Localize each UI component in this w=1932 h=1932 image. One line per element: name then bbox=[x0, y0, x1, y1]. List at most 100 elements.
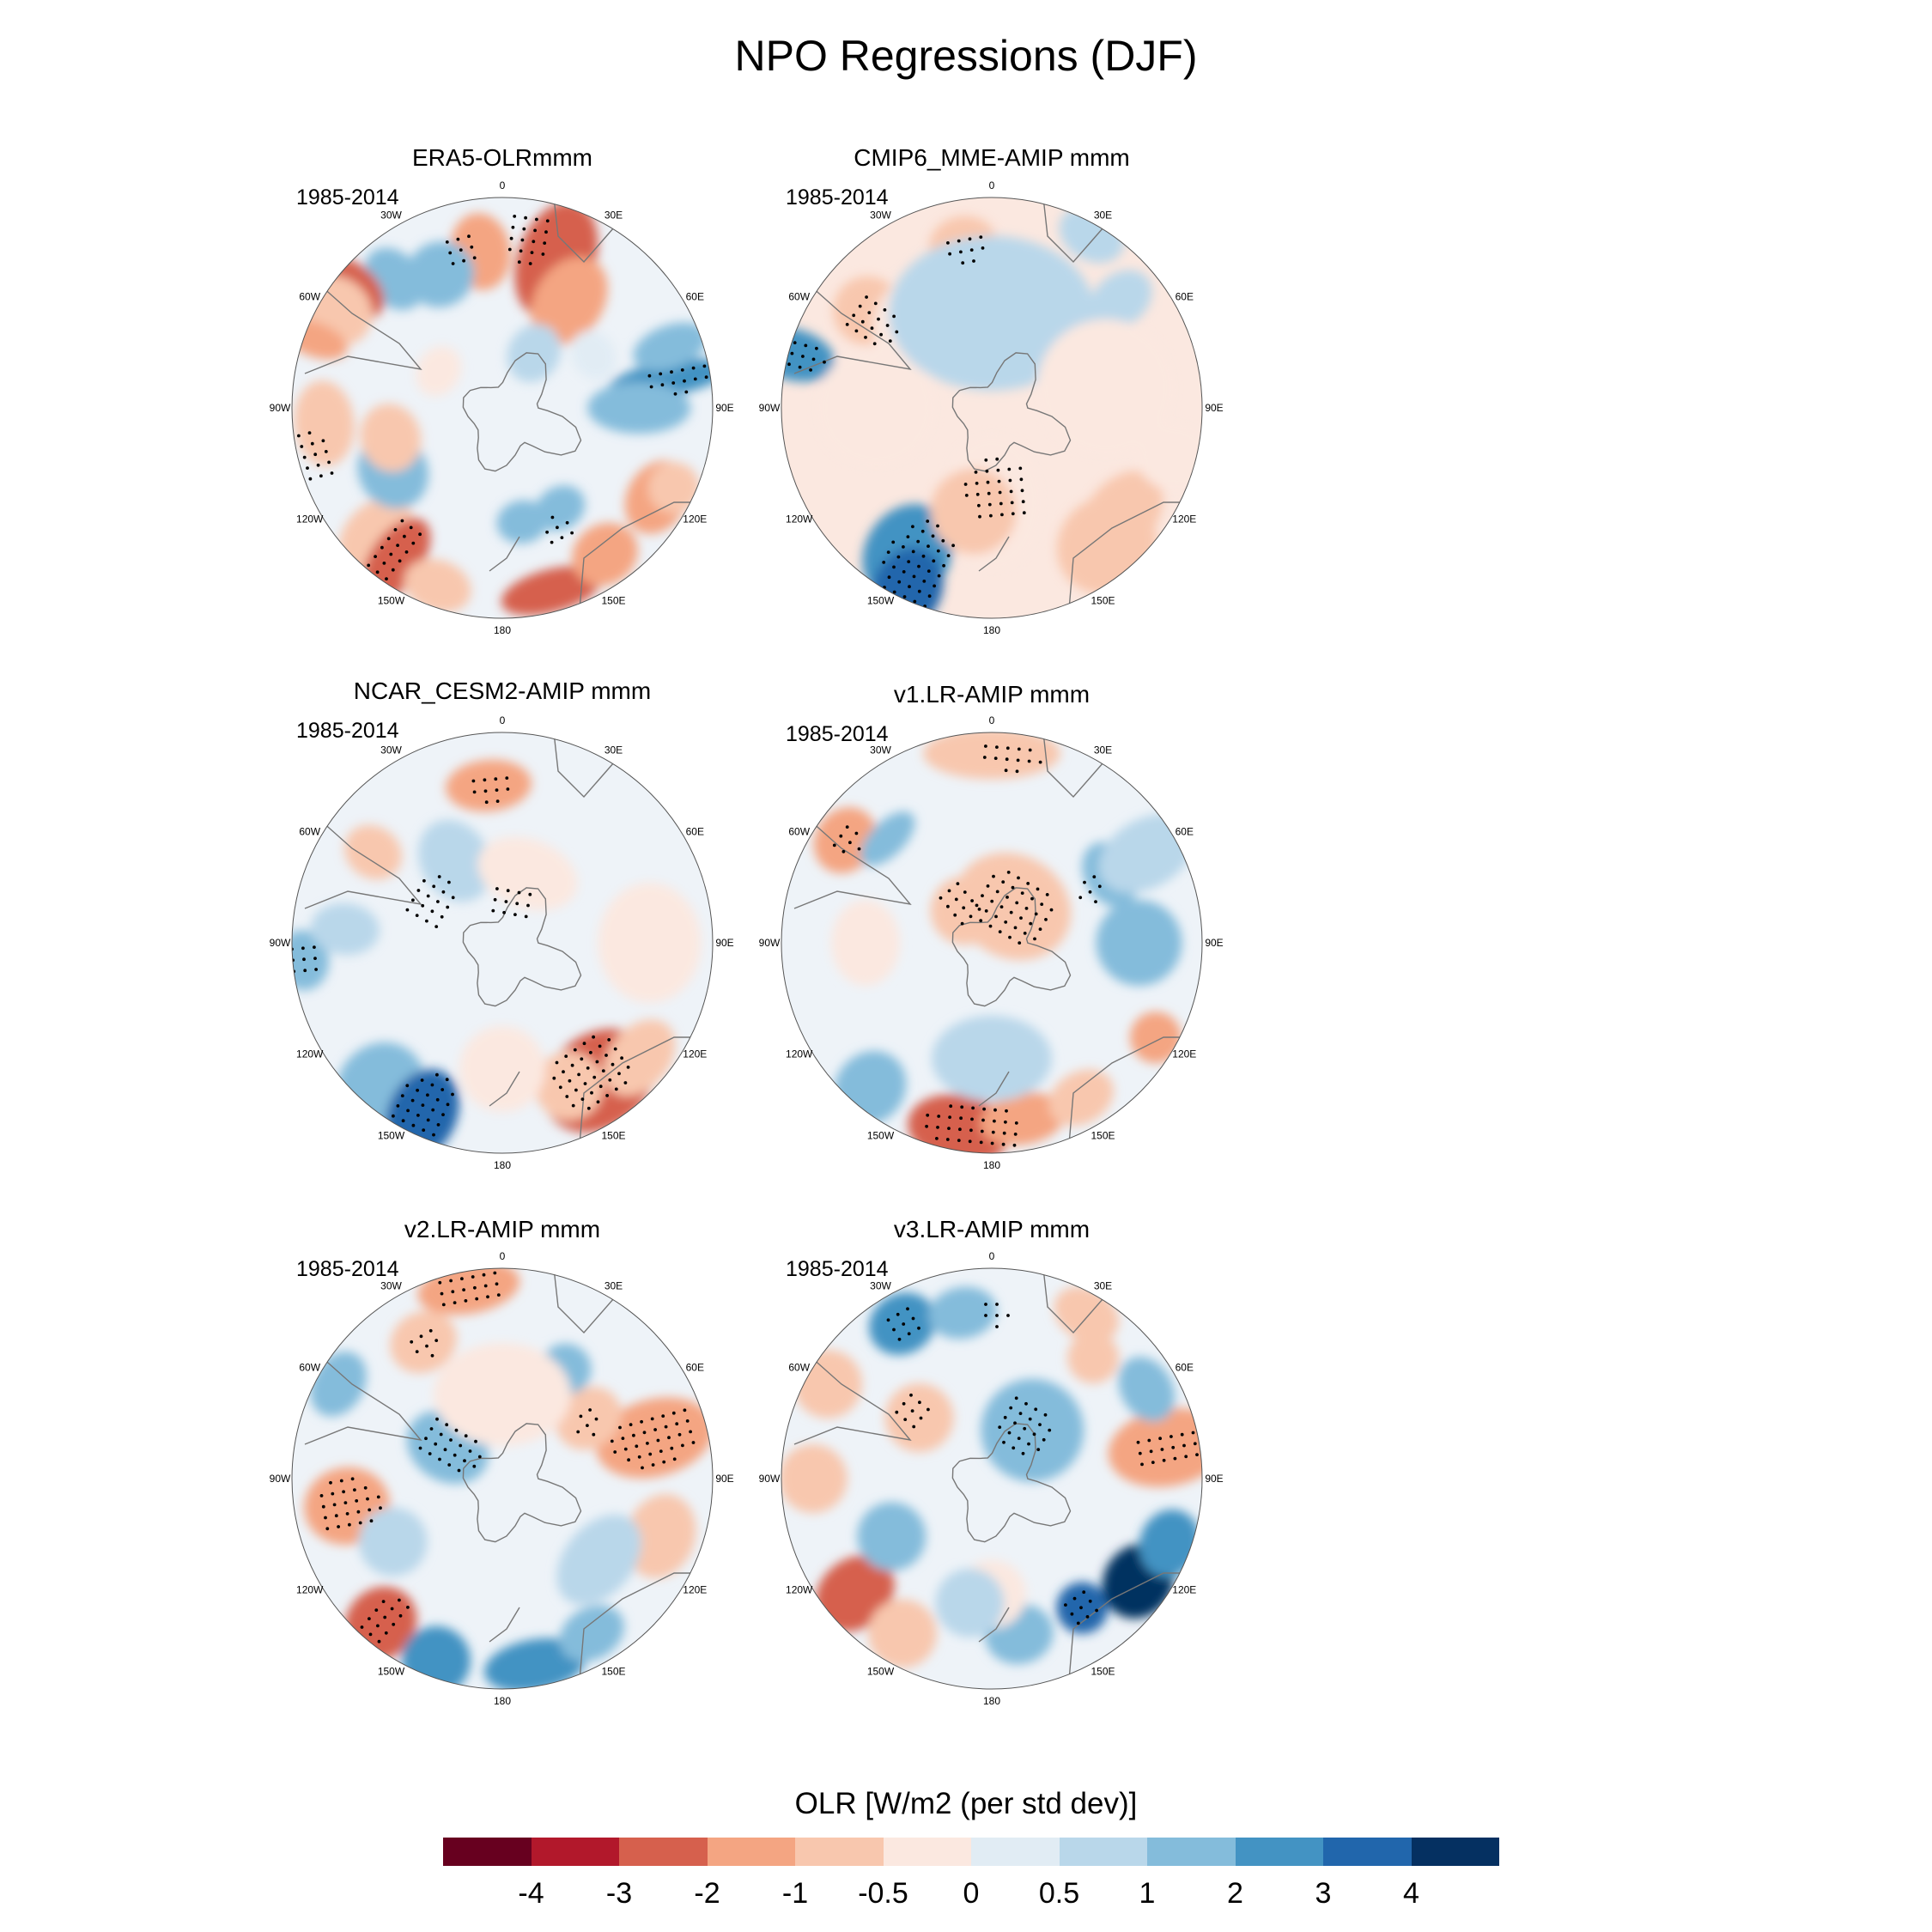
significance-dot bbox=[618, 1425, 622, 1430]
significance-dot bbox=[1082, 1590, 1086, 1595]
anomaly-region bbox=[358, 1507, 428, 1577]
significance-dot bbox=[580, 1097, 585, 1101]
significance-dot bbox=[1006, 871, 1011, 874]
significance-dot bbox=[895, 1410, 899, 1414]
significance-dot bbox=[608, 1078, 612, 1082]
significance-dot bbox=[543, 241, 547, 245]
significance-dot bbox=[416, 889, 421, 892]
significance-dot bbox=[424, 1437, 428, 1441]
significance-dot bbox=[999, 905, 1004, 908]
significance-dot bbox=[960, 921, 964, 926]
significance-dot bbox=[1193, 1442, 1197, 1446]
significance-dot bbox=[982, 756, 987, 759]
longitude-label: 90W bbox=[759, 937, 781, 949]
significance-dot bbox=[872, 342, 877, 346]
period-label: 1985-2014 bbox=[296, 719, 399, 743]
panel-title: CMIP6_MME-AMIP mmm bbox=[854, 144, 1130, 171]
anomaly-region bbox=[311, 902, 380, 956]
significance-dot bbox=[937, 574, 941, 578]
longitude-label: 60W bbox=[788, 1362, 810, 1374]
significance-dot bbox=[629, 1423, 633, 1426]
significance-dot bbox=[438, 1457, 441, 1461]
longitude-label: 180 bbox=[983, 1159, 1000, 1171]
significance-dot bbox=[659, 1449, 663, 1453]
significance-dot bbox=[301, 946, 305, 951]
significance-dot bbox=[1018, 941, 1022, 945]
longitude-label: 120E bbox=[1172, 1584, 1196, 1596]
significance-dot bbox=[550, 540, 554, 544]
significance-dot bbox=[793, 341, 797, 344]
map-panel: v1.LR-AMIP mmm 1985-2014 0 30E 60E 90E 120E 150… bbox=[751, 681, 1232, 1171]
significance-dot bbox=[951, 544, 955, 548]
significance-dot bbox=[426, 1118, 430, 1122]
significance-dot bbox=[376, 1624, 380, 1628]
significance-dot bbox=[913, 599, 917, 604]
significance-dot bbox=[1002, 1440, 1005, 1444]
australia-coastline bbox=[1068, 1036, 1198, 1145]
significance-dot bbox=[1024, 1401, 1028, 1406]
significance-dot bbox=[449, 1279, 453, 1283]
significance-dot bbox=[475, 1297, 479, 1301]
significance-dot bbox=[607, 1038, 611, 1042]
significance-dot bbox=[1173, 1456, 1177, 1461]
anomaly-region bbox=[531, 257, 608, 345]
significance-dot bbox=[1070, 1612, 1074, 1616]
significance-dot bbox=[982, 1107, 986, 1111]
significance-dot bbox=[412, 1148, 416, 1152]
significance-dot bbox=[949, 1104, 953, 1109]
polar-map: 0 30E 60E 90E 120E 150E 180 150W 120W 90W 60W 30W bbox=[759, 1250, 1224, 1707]
significance-dot bbox=[961, 261, 965, 265]
significance-dot bbox=[573, 1048, 577, 1052]
significance-dot bbox=[421, 1103, 425, 1107]
significance-dot bbox=[402, 1144, 406, 1148]
longitude-label: 60E bbox=[1176, 291, 1194, 303]
significance-dot bbox=[675, 1422, 679, 1426]
significance-dot bbox=[1026, 882, 1030, 885]
significance-dot bbox=[430, 1353, 434, 1358]
significance-dot bbox=[945, 1138, 950, 1141]
significance-dot bbox=[623, 1447, 628, 1451]
significance-dot bbox=[592, 1075, 597, 1079]
significance-dot bbox=[422, 1153, 426, 1157]
significance-dot bbox=[400, 519, 404, 523]
significance-dot bbox=[683, 1408, 687, 1413]
significance-dot bbox=[970, 1117, 974, 1121]
significance-dot bbox=[902, 1401, 906, 1406]
significance-dot bbox=[321, 1504, 325, 1509]
significance-dot bbox=[954, 897, 958, 902]
anomaly-region bbox=[1098, 814, 1195, 893]
significance-dot bbox=[896, 1312, 900, 1316]
significance-dot bbox=[990, 1141, 994, 1145]
significance-dot bbox=[583, 1082, 587, 1085]
longitude-label: 30W bbox=[870, 744, 891, 756]
significance-dot bbox=[393, 528, 398, 532]
significance-dot bbox=[577, 1072, 580, 1077]
significance-dot bbox=[445, 240, 449, 244]
significance-dot bbox=[927, 544, 930, 548]
south-america-coastline bbox=[793, 813, 912, 909]
significance-dot bbox=[957, 239, 961, 243]
significance-dot bbox=[353, 1488, 356, 1492]
significance-dot bbox=[453, 1453, 457, 1457]
significance-dot bbox=[1085, 1615, 1090, 1619]
colorbar-tick-label: -0.5 bbox=[858, 1877, 908, 1910]
colorbar-tick-label: 1 bbox=[1139, 1877, 1156, 1910]
significance-dot bbox=[956, 882, 960, 885]
significance-dot bbox=[319, 474, 323, 478]
significance-dot bbox=[574, 1088, 578, 1092]
longitude-label: 90E bbox=[715, 937, 733, 949]
panel-title: v1.LR-AMIP mmm bbox=[893, 681, 1091, 708]
significance-dot bbox=[321, 439, 325, 443]
anomaly-region bbox=[477, 836, 578, 911]
panel-title: v3.LR-AMIP mmm bbox=[893, 1216, 1091, 1242]
significance-dot bbox=[651, 1463, 655, 1467]
significance-dot bbox=[1184, 1455, 1188, 1459]
significance-dot bbox=[671, 381, 676, 385]
new-zealand-coastline bbox=[978, 1071, 1010, 1107]
significance-dot bbox=[968, 237, 972, 241]
significance-dot bbox=[407, 1133, 410, 1138]
significance-dot bbox=[375, 570, 380, 574]
significance-dot bbox=[815, 346, 818, 350]
significance-dot bbox=[493, 1271, 497, 1275]
significance-dot bbox=[1007, 467, 1012, 471]
